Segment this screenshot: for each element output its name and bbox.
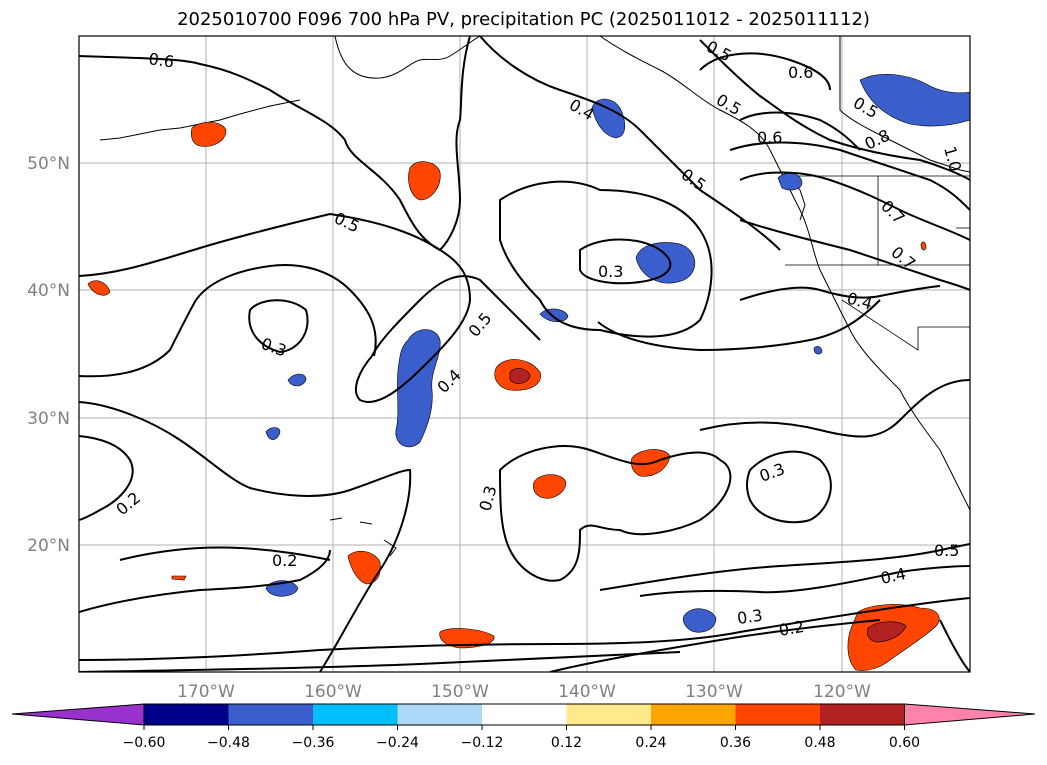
colorbar-segment [397, 704, 482, 725]
negative-anomaly-areas [265, 74, 970, 633]
colorbar-tick-label: −0.12 [461, 735, 504, 751]
contour-label: 0.4 [845, 289, 875, 314]
contour-label: 0.2 [777, 617, 805, 640]
contour-label: 0.4 [879, 564, 908, 588]
contour-label: 0.3 [598, 262, 623, 281]
contour-label: 0.7 [887, 243, 919, 274]
lon-tick-label: 130°W [685, 682, 743, 702]
lon-axis: 170°W 160°W 150°W 140°W 130°W 120°W [177, 682, 871, 702]
colorbar-tick-label: 0.36 [720, 735, 751, 751]
lon-tick-label: 140°W [558, 682, 616, 702]
chart-title: 2025010700 F096 700 hPa PV, precipitatio… [177, 9, 870, 30]
contour-label: 1.0 [940, 144, 965, 174]
colorbar-segment [651, 704, 736, 725]
colorbar-segment [144, 704, 229, 725]
contour-label: 0.3 [736, 606, 764, 628]
colorbar-segment [482, 704, 567, 725]
borders [785, 175, 970, 351]
lat-axis: 50°N 40°N 30°N 20°N [27, 154, 70, 556]
colorbar-extend-low [11, 703, 145, 726]
contour-label: 0.3 [757, 459, 787, 486]
lon-tick-label: 120°W [813, 682, 871, 702]
contour-label: 0.5 [713, 90, 745, 119]
lat-tick-label: 20°N [27, 536, 70, 556]
contour-label: 0.5 [703, 37, 734, 66]
colorbar: −0.60 −0.48 −0.36 −0.24 −0.12 0.12 0.24 … [11, 703, 1036, 751]
colorbar-tick-label: 0.24 [635, 735, 666, 751]
colorbar-tick-label: −0.36 [292, 735, 335, 751]
contour-label: 0.5 [465, 309, 496, 341]
colorbar-tick-label: −0.48 [207, 735, 250, 751]
contour-label: 0.6 [147, 49, 175, 71]
lat-tick-label: 40°N [27, 281, 70, 301]
colorbar-segment [735, 704, 820, 725]
colorbar-tick-label: 0.12 [551, 735, 582, 751]
colorbar-tick-label: −0.60 [123, 735, 166, 751]
map-frame [78, 35, 971, 673]
lat-tick-label: 30°N [27, 409, 70, 429]
colorbar-tick-label: 0.48 [804, 735, 835, 751]
gridlines [79, 36, 970, 672]
colorbar-tick-label: −0.24 [376, 735, 419, 751]
colorbar-tick-label: 0.60 [889, 735, 920, 751]
contour-label: 0.4 [566, 95, 598, 124]
contour-label: 0.2 [272, 551, 297, 570]
lon-tick-label: 160°W [304, 682, 362, 702]
colorbar-segment [820, 704, 905, 725]
contour-label: 0.5 [331, 208, 362, 236]
contour-label: 0.5 [678, 165, 710, 195]
lon-tick-label: 150°W [431, 682, 489, 702]
pv-contours [79, 36, 970, 672]
lat-tick-label: 50°N [27, 154, 70, 174]
colorbar-segment [313, 704, 398, 725]
contour-label: 0.6 [757, 128, 782, 147]
colorbar-segment [566, 704, 651, 725]
contour-label: 0.5 [934, 541, 959, 560]
lon-tick-label: 170°W [177, 682, 235, 702]
contour-label: 0.2 [112, 488, 144, 519]
contour-label: 0.3 [476, 484, 501, 514]
contour-label: 0.6 [788, 63, 813, 82]
colorbar-extend-high [904, 703, 1036, 726]
colorbar-segment [228, 704, 313, 725]
contour-label: 0.3 [259, 334, 289, 361]
